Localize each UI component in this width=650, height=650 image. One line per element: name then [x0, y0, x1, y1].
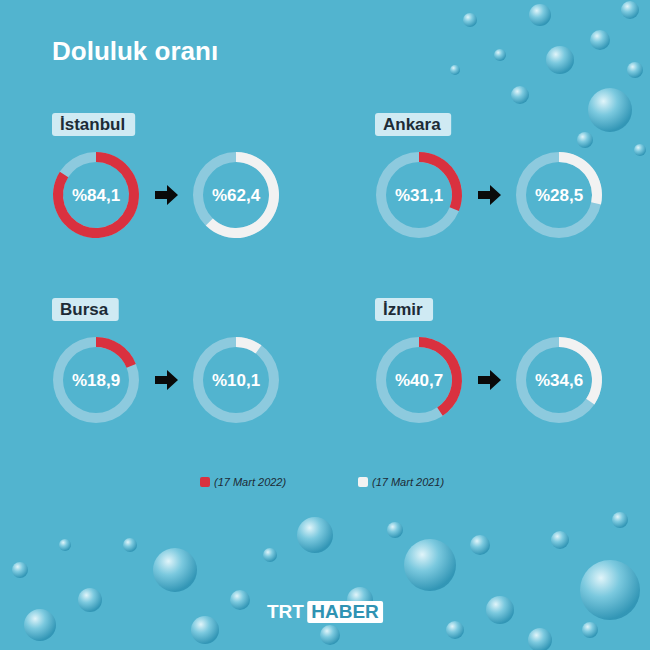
- track: [193, 152, 279, 238]
- bubble: [463, 13, 477, 27]
- donut: %84,1: [53, 152, 139, 238]
- panel: İzmir %40,7 %34,6: [375, 298, 602, 423]
- track: [376, 152, 462, 238]
- logo-text: HABER: [311, 601, 379, 622]
- bubble: [529, 4, 551, 26]
- legend-label: (17 Mart 2021): [372, 476, 444, 488]
- legend-swatch: [358, 477, 368, 487]
- donut: %31,1: [376, 152, 462, 238]
- donut: %40,7: [376, 337, 462, 423]
- bubble: [588, 88, 632, 132]
- bubble: [551, 531, 569, 549]
- arc: [96, 337, 136, 368]
- panel: İstanbul %84,1 %62,4: [52, 113, 279, 238]
- arc: [236, 337, 261, 353]
- data-label: %18,9: [72, 371, 120, 390]
- bubble: [470, 535, 490, 555]
- panel-label-box: [375, 113, 451, 136]
- logo-text: TRT: [267, 601, 304, 622]
- bubble: [612, 512, 628, 528]
- track: [376, 337, 462, 423]
- bubble: [297, 517, 333, 553]
- donut: %34,6: [516, 337, 602, 423]
- track: [53, 337, 139, 423]
- droplets: [12, 1, 646, 650]
- bubble: [634, 144, 646, 156]
- panel-label: Bursa: [60, 300, 109, 319]
- bubble: [528, 628, 552, 650]
- arrow: [478, 370, 501, 390]
- bubble: [590, 30, 610, 50]
- track: [516, 337, 602, 423]
- legend: (17 Mart 2022) (17 Mart 2021): [200, 476, 444, 488]
- bubble: [546, 46, 574, 74]
- data-label: %62,4: [212, 186, 261, 205]
- track: [53, 152, 139, 238]
- bubble: [511, 86, 529, 104]
- legend-label: (17 Mart 2022): [214, 476, 286, 488]
- arc: [206, 152, 279, 238]
- arc: [53, 152, 139, 238]
- bubble: [577, 132, 593, 148]
- background: [0, 0, 650, 650]
- bubble: [404, 539, 456, 591]
- panel-label: Ankara: [383, 115, 441, 134]
- data-label: %84,1: [72, 186, 120, 205]
- donut: %28,5: [516, 152, 602, 238]
- title: Doluluk oranı: [52, 36, 218, 66]
- data-label: %10,1: [212, 371, 260, 390]
- arrow: [478, 185, 501, 205]
- logo: TRT HABER: [267, 601, 383, 623]
- bubble: [191, 616, 219, 644]
- bubble: [582, 622, 598, 638]
- panel: Bursa %18,9 %10,1: [52, 298, 279, 423]
- donut: %62,4: [193, 152, 279, 238]
- data-label: %28,5: [535, 186, 583, 205]
- bubble: [580, 560, 640, 620]
- data-label: %34,6: [535, 371, 583, 390]
- bubble: [627, 62, 643, 78]
- chart: Doluluk oranı İstanbul %84,1 %62,4 Ankara %31…: [0, 0, 650, 650]
- donut: %10,1: [193, 337, 279, 423]
- bubble: [230, 590, 250, 610]
- bubble: [320, 625, 340, 645]
- bubble: [387, 522, 403, 538]
- donut: %18,9: [53, 337, 139, 423]
- panel-label-box: [52, 113, 135, 136]
- bubble: [59, 539, 71, 551]
- panel-label-box: [52, 298, 119, 321]
- bubble: [263, 548, 277, 562]
- arrow: [155, 370, 178, 390]
- bubble: [621, 1, 639, 19]
- bubble: [78, 588, 102, 612]
- track: [516, 152, 602, 238]
- bubble: [24, 609, 56, 641]
- panel-label: İzmir: [383, 300, 423, 319]
- panel-label-box: [375, 298, 433, 321]
- bubble: [153, 548, 197, 592]
- legend-swatch: [200, 477, 210, 487]
- bubble: [450, 65, 460, 75]
- arrow: [155, 185, 178, 205]
- bubble: [446, 621, 464, 639]
- logo-box: [307, 601, 383, 623]
- bubble: [486, 596, 514, 624]
- bubble: [12, 562, 28, 578]
- data-label: %40,7: [395, 371, 443, 390]
- bubble: [123, 538, 137, 552]
- track: [193, 337, 279, 423]
- data-label: %31,1: [395, 186, 443, 205]
- bubble: [494, 49, 506, 61]
- panel: Ankara %31,1 %28,5: [375, 113, 602, 238]
- panel-label: İstanbul: [60, 115, 125, 134]
